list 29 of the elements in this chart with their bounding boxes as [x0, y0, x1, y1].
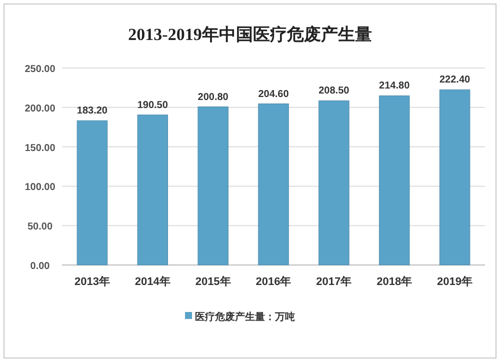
bar [379, 95, 410, 266]
y-tick-label: 100.00 [24, 182, 56, 194]
bar [439, 90, 470, 266]
text: 208.50 [318, 86, 350, 97]
y-tick-label: 150.00 [24, 142, 56, 154]
text: 183.20 [76, 106, 108, 117]
x-tick-label: 2018年 [376, 275, 412, 288]
text: 190.50 [137, 100, 168, 111]
text: 222.40 [439, 74, 470, 86]
bar [137, 114, 168, 266]
bar [318, 100, 350, 266]
text: 204.60 [258, 88, 289, 100]
y-tick-label: 200.00 [24, 103, 56, 114]
bar [76, 120, 108, 266]
chart-title: 2013-2019年中国医疗危废产生量 [128, 25, 372, 44]
bar [198, 106, 228, 266]
bar [258, 104, 289, 266]
y-tick-label: 50.00 [27, 222, 53, 233]
x-tick-label: 2013年 [74, 275, 110, 288]
text: 200.80 [198, 92, 228, 103]
x-tick-label: 2016年 [256, 275, 292, 288]
x-tick-label: 2015年 [195, 275, 231, 288]
legend-label: 医疗危废产生量：万吨 [195, 311, 295, 323]
x-tick-label: 2019年 [437, 275, 473, 288]
x-tick-label: 2017年 [316, 275, 352, 288]
y-tick-label: 250.00 [24, 64, 56, 75]
y-tick-label: 0.00 [30, 261, 50, 272]
text: 214.80 [379, 80, 410, 92]
x-tick-label: 2014年 [134, 275, 170, 288]
